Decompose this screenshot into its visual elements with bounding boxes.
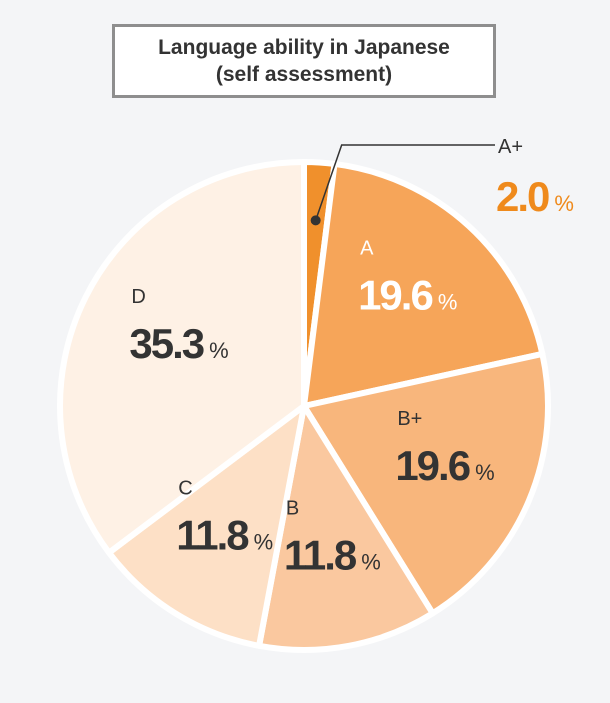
slice-label-d: D — [131, 286, 145, 308]
slice-label-c: C — [178, 478, 192, 500]
pie-slice-b — [256, 403, 436, 653]
pie-slice-d — [57, 159, 307, 556]
leader-line-a-plus — [314, 144, 495, 221]
slice-label-a: A — [360, 237, 374, 259]
slice-value-a-plus: 2.0% — [496, 173, 574, 220]
slice-label-b: B — [286, 498, 299, 520]
slice-value-c: 11.8% — [176, 512, 273, 559]
slice-label-a-plus: A+ — [498, 136, 523, 158]
slice-label-b-plus: B+ — [397, 408, 422, 430]
slice-value-b-plus: 19.6% — [395, 442, 494, 489]
chart-title: Language ability in Japanese (self asses… — [112, 24, 496, 98]
chart-title-line2: (self assessment) — [215, 63, 393, 86]
slice-value-b: 11.8% — [284, 532, 381, 579]
pie-slice-a — [301, 160, 546, 409]
chart-title-line1: Language ability in Japanese — [158, 36, 450, 59]
pie-slice-c — [106, 403, 307, 649]
slice-value-a: 19.6% — [358, 271, 457, 318]
slice-value-d: 35.3% — [129, 320, 228, 367]
pie-slice-b-plus — [301, 350, 551, 617]
